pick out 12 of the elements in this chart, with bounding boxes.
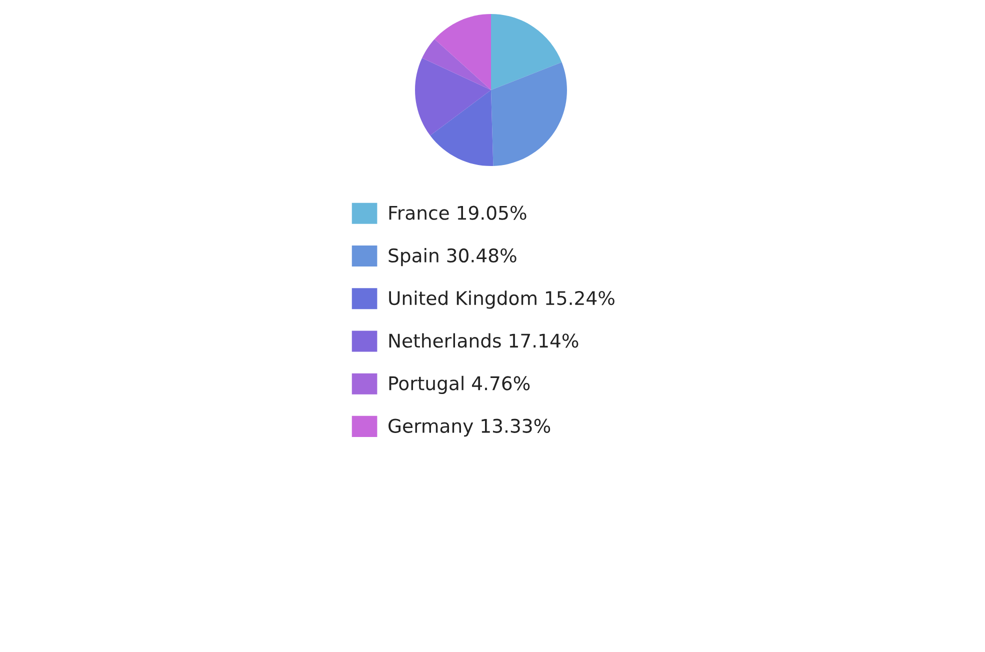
legend-label: France 19.05% (389, 206, 526, 220)
legend-label: Spain 30.48% (388, 248, 516, 266)
pie-slice (430, 90, 494, 166)
pie-slice (434, 14, 491, 90)
legend-label: Portugal 4.76% (389, 376, 530, 394)
pie-slice (422, 39, 491, 90)
pie-slice (491, 14, 562, 90)
legend-label: Germany 13.33% (388, 418, 550, 437)
legend-label: Netherlands 17.14% (389, 333, 578, 348)
pie-slice (415, 58, 491, 136)
pie-slice (491, 62, 567, 166)
legend-label: United Kingdom 15.24% (389, 290, 614, 309)
